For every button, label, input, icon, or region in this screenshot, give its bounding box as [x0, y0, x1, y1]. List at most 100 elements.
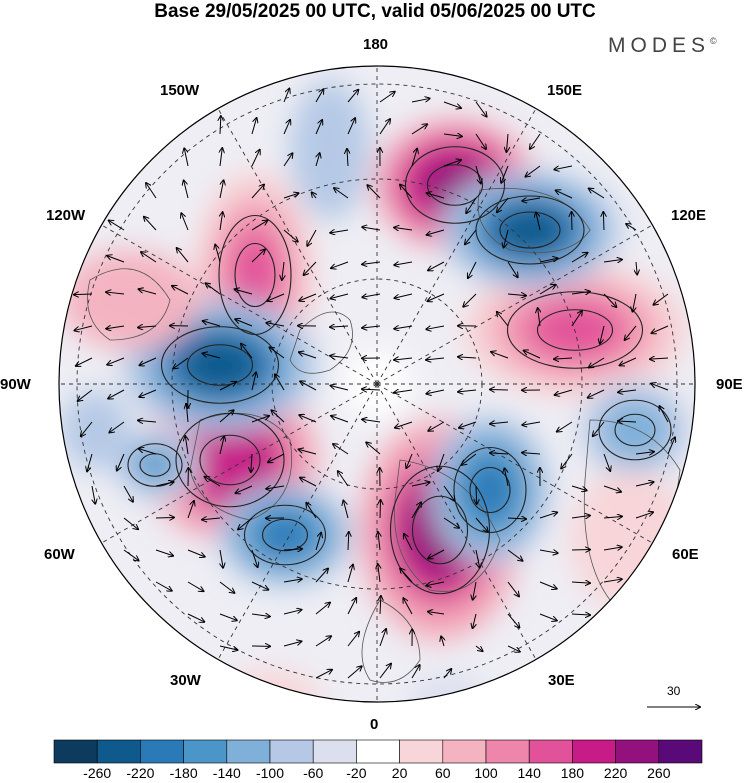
wind-arrow — [362, 294, 381, 297]
wind-arrow — [428, 421, 445, 431]
lon-label-120e: 120E — [671, 207, 707, 224]
wind-arrow — [76, 357, 93, 366]
wind-arrow — [123, 549, 139, 561]
wind-arrow — [650, 358, 669, 359]
wind-arrow — [411, 482, 430, 487]
wind-arrow — [466, 197, 477, 213]
wind-arrow — [123, 485, 133, 502]
contour-inner-3 — [234, 242, 276, 308]
contour-inner-2 — [411, 495, 469, 565]
wind-arrow — [315, 603, 330, 615]
wind-arrow — [428, 549, 445, 559]
wind-arrow — [251, 221, 267, 231]
wind-arrow — [667, 437, 675, 455]
wind-arrow — [283, 579, 302, 582]
wind-arrow — [636, 261, 637, 274]
wind-arrow — [362, 262, 381, 264]
wind-arrow — [571, 582, 590, 583]
wind-arrow — [347, 90, 358, 103]
wind-arrow — [603, 259, 622, 262]
wind-arrow — [395, 421, 413, 428]
wind-arrow — [331, 416, 349, 423]
wind-arrow — [490, 422, 509, 424]
colorbar-swatch-4 — [226, 739, 271, 764]
wind-arrow — [589, 357, 605, 368]
wind-arrow — [394, 390, 413, 393]
wind-arrow — [659, 406, 669, 423]
modes-logo: MODES© — [608, 34, 717, 58]
wind-arrow — [315, 636, 331, 647]
wind-arrow — [307, 229, 317, 246]
colorbar-tick-label: -100 — [255, 765, 285, 781]
wind-arrow — [203, 353, 221, 359]
brand-mark: © — [710, 36, 717, 46]
wind-arrow — [251, 185, 264, 199]
wind-arrow — [438, 453, 445, 471]
wind-arrow — [334, 188, 349, 199]
wind-arrow — [367, 185, 381, 199]
wind-arrow — [333, 444, 349, 455]
contour-inner-4 — [536, 309, 614, 351]
wind-arrow — [266, 486, 285, 489]
wind-arrow — [507, 549, 522, 561]
wind-arrow — [571, 614, 590, 615]
wind-arrow — [539, 512, 557, 519]
wind-arrow — [633, 293, 637, 312]
wind-arrow — [251, 372, 256, 391]
wind-arrow — [411, 149, 417, 167]
wind-vectors — [74, 89, 675, 679]
wind-arrow — [177, 248, 189, 263]
wind-arrow — [173, 357, 189, 368]
wind-arrow — [538, 308, 540, 327]
wind-arrow — [625, 325, 637, 340]
wind-arrow — [426, 326, 445, 329]
wind-arrow — [362, 389, 381, 390]
wind-arrow — [348, 532, 349, 551]
anomaly-field-0 — [60, 250, 200, 350]
meridian-7 — [217, 383, 378, 660]
wind-arrow — [394, 358, 413, 360]
wind-arrow — [476, 485, 477, 504]
wind-arrow — [269, 347, 285, 359]
wind-arrow — [107, 357, 125, 365]
wind-arrow — [238, 517, 253, 529]
wind-arrow — [589, 188, 605, 199]
wind-arrow — [331, 261, 349, 268]
wind-arrow — [366, 442, 381, 455]
wind-arrow — [406, 453, 413, 468]
anomaly-field-2 — [290, 80, 370, 220]
wind-arrow — [506, 133, 508, 152]
colorbar-swatch-2 — [140, 739, 184, 764]
wind-arrow — [539, 550, 558, 553]
chart-title: Base 29/05/2025 00 UTC, valid 05/06/2025… — [154, 1, 596, 22]
wind-arrow — [299, 293, 317, 301]
wind-arrow — [362, 326, 381, 328]
wind-arrow — [140, 357, 157, 365]
wind-arrow — [203, 321, 221, 327]
contour-8 — [243, 504, 327, 566]
wind-arrow — [331, 293, 349, 298]
colorbar-swatch-7 — [356, 739, 400, 764]
wind-arrow — [556, 190, 573, 199]
wind-arrow — [507, 645, 520, 652]
contour-10 — [127, 443, 183, 487]
wind-arrow — [187, 501, 194, 519]
wind-arrow — [603, 579, 622, 582]
wind-arrow — [343, 501, 349, 519]
wind-arrow — [107, 256, 125, 263]
wind-arrow — [181, 213, 189, 231]
wind-arrow — [443, 669, 451, 679]
colorbar-tick-label: 220 — [603, 765, 628, 781]
contour-lines — [127, 146, 672, 595]
wind-arrow — [300, 478, 317, 487]
wind-arrow — [443, 160, 461, 167]
wind-arrow — [571, 291, 590, 294]
wind-arrow — [299, 449, 317, 455]
lon-label-60w: 60W — [44, 546, 75, 563]
wind-arrow — [155, 581, 172, 591]
wind-arrow — [219, 581, 234, 593]
wind-arrow — [378, 532, 380, 551]
colorbar-tick-label: 180 — [560, 765, 585, 781]
wind-arrow — [235, 485, 253, 493]
wind-arrow — [139, 389, 157, 397]
